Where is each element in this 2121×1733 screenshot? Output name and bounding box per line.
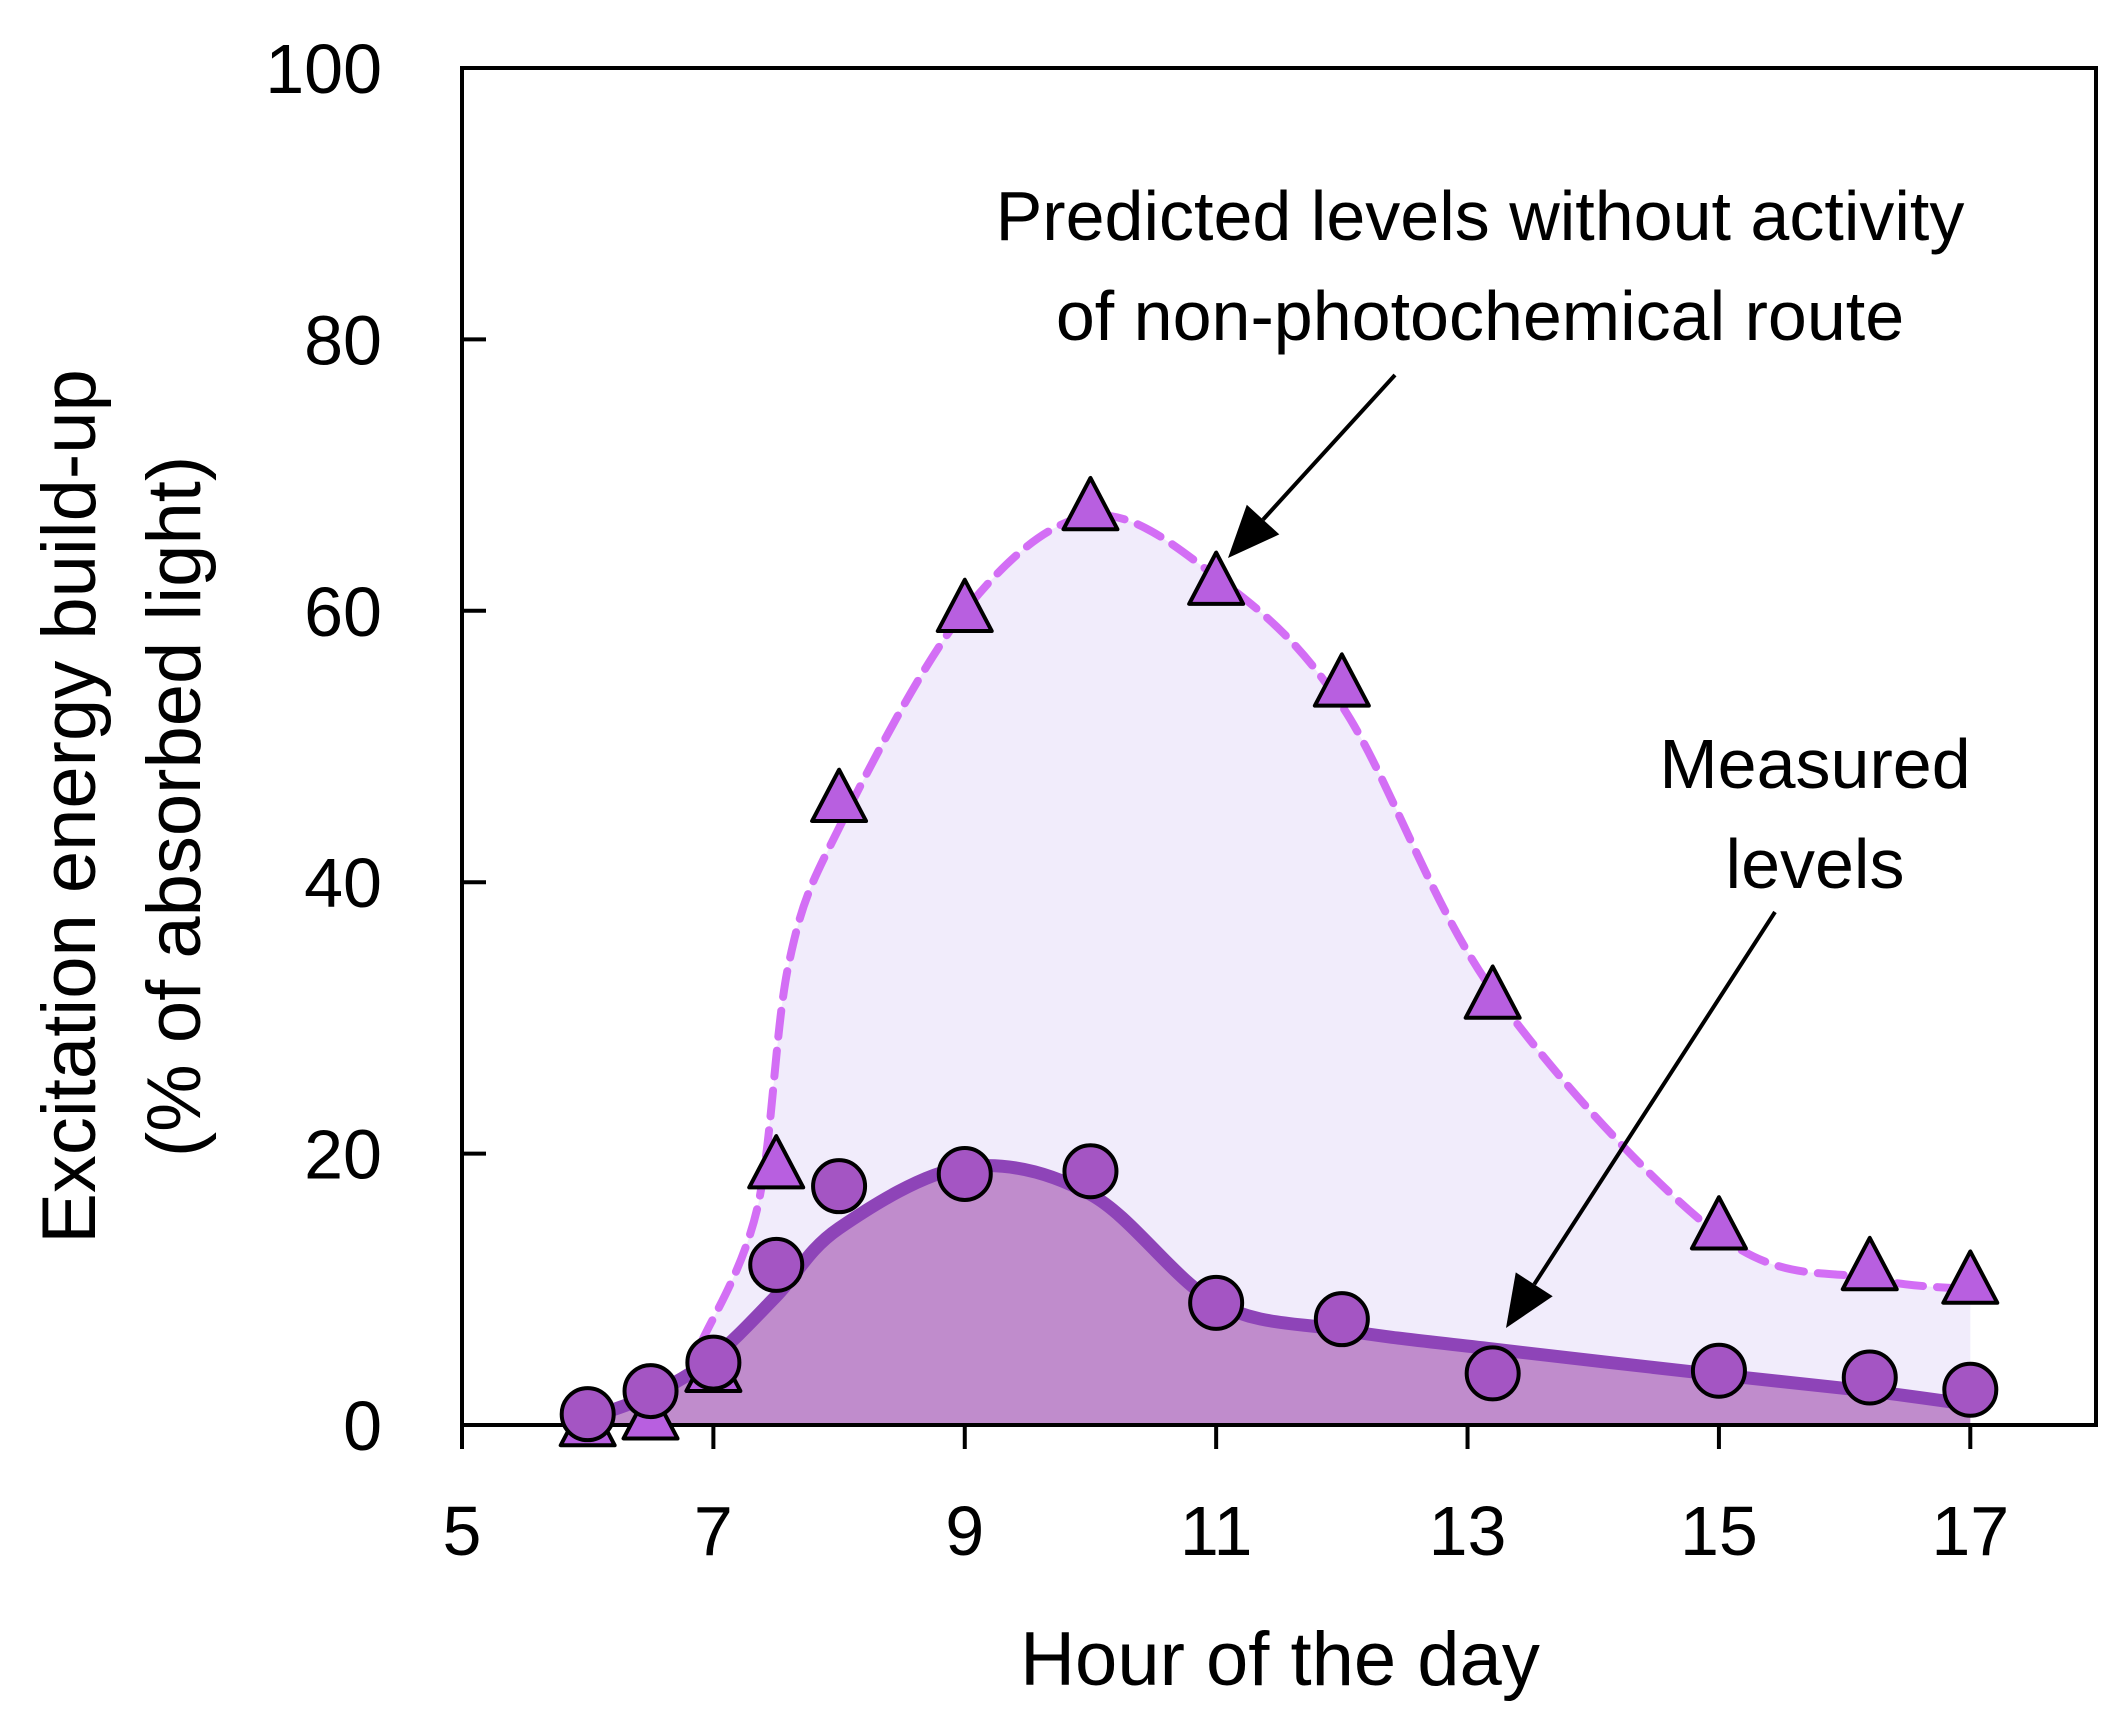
measured-point-7 [1188,1274,1245,1331]
y-tick-label-80: 80 [304,301,382,379]
predicted-point-11 [1840,1235,1899,1292]
x-tick-label-7: 7 [694,1492,733,1570]
arrow-layer [1228,373,1777,1328]
annotation-measured-line-2: levels [1726,825,1905,903]
measured-point-9 [1464,1345,1521,1402]
x-tick-label-17: 17 [1931,1492,2009,1570]
plot-frame [460,66,2098,1427]
x-tick-label-13: 13 [1429,1492,1507,1570]
measured-point-4 [811,1158,868,1215]
area-layer [587,515,1971,1425]
predicted-point-3 [747,1134,806,1190]
x-tick-label-5: 5 [443,1492,482,1570]
measured-point-5 [936,1145,993,1202]
tick-layer: 0 20 40 60 80 100 5 7 9 11 13 15 17 [265,30,2009,1570]
predicted-point-4 [810,767,869,824]
measured-point-2 [685,1334,742,1391]
y-tick-label-60: 60 [304,573,382,651]
annotation-measured-line-1: Measured [1659,725,1970,803]
x-axis-title: Hour of the day [1020,1617,1540,1702]
y-tick-label-20: 20 [304,1116,382,1194]
predicted-point-8 [1312,652,1371,708]
measured-point-6 [1062,1143,1119,1200]
measured-point-12 [1942,1361,1999,1418]
predicted-point-10 [1689,1195,1748,1251]
measured-point-8 [1313,1291,1370,1348]
arrow-measured-shaft [1532,910,1777,1286]
y-axis-title-line-2: (% of absorbed light) [132,456,217,1157]
annotation-predicted-line-1: Predicted levels without activity [996,177,1965,255]
y-axis-title-line-1: Excitation energy build-up [27,369,112,1244]
arrow-measured-head [1506,1272,1553,1328]
marker-layer [558,475,2000,1448]
arrow-predicted-shaft [1261,373,1397,521]
predicted-point-12 [1941,1249,2000,1305]
predicted-point-5 [935,577,994,634]
predicted-point-7 [1187,550,1246,606]
measured-area [587,1165,1971,1425]
y-tick-label-40: 40 [304,844,382,922]
x-tick-label-15: 15 [1680,1492,1758,1570]
y-tick-label-0: 0 [343,1387,382,1465]
measured-point-3 [748,1236,805,1293]
x-tick-label-11: 11 [1180,1492,1253,1570]
arrow-predicted [1228,373,1397,558]
axis-layer [460,66,2098,1427]
arrow-predicted-head [1228,504,1280,558]
arrow-measured [1506,910,1777,1328]
y-tick-label-100: 100 [265,30,382,108]
measured-point-11 [1841,1349,1898,1406]
x-tick-label-9: 9 [945,1492,984,1570]
predicted-point-9 [1463,964,1522,1020]
measured-point-10 [1690,1342,1747,1399]
predicted-point-6 [1061,475,1120,532]
annotation-predicted-line-2: of non-photochemical route [1056,277,1904,355]
measured-point-1 [622,1363,679,1420]
measured-point-0 [559,1386,616,1443]
